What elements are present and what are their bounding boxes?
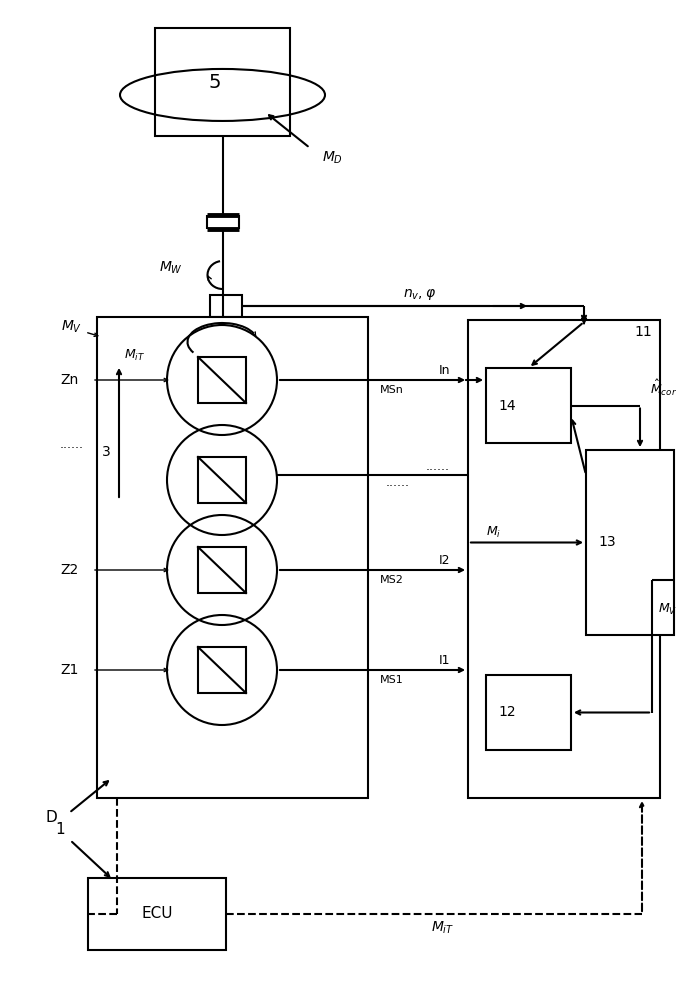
- Text: MSn: MSn: [380, 385, 404, 395]
- Text: 12: 12: [498, 706, 516, 720]
- Bar: [155, 28, 290, 136]
- Bar: [198, 457, 246, 503]
- Text: ......: ......: [60, 438, 84, 452]
- Text: $\hat{M}_{cor}$: $\hat{M}_{cor}$: [650, 377, 677, 398]
- Text: ECU: ECU: [141, 906, 173, 922]
- Text: I2: I2: [438, 554, 450, 568]
- Bar: [198, 547, 246, 593]
- Text: D: D: [45, 810, 57, 826]
- Text: Z2: Z2: [61, 563, 79, 577]
- Text: 5: 5: [208, 73, 221, 92]
- Text: 1: 1: [55, 822, 65, 838]
- Text: 13: 13: [598, 536, 616, 550]
- Text: $M_i$: $M_i$: [486, 525, 501, 540]
- Text: $M_V$: $M_V$: [658, 602, 677, 617]
- Bar: [586, 450, 674, 635]
- Bar: [97, 317, 368, 798]
- Text: $M_{iT}$: $M_{iT}$: [432, 920, 454, 936]
- Text: Zn: Zn: [61, 373, 79, 387]
- Text: $M_W$: $M_W$: [159, 260, 182, 276]
- Bar: [210, 295, 242, 317]
- Text: $M_{iT}$: $M_{iT}$: [124, 347, 145, 363]
- Text: I1: I1: [438, 654, 450, 668]
- Text: ......: ......: [426, 460, 450, 474]
- Text: 3: 3: [102, 445, 111, 459]
- Text: MS2: MS2: [380, 575, 404, 585]
- Text: 14: 14: [498, 398, 516, 412]
- Text: ......: ......: [386, 477, 410, 489]
- Text: MS1: MS1: [380, 675, 404, 685]
- Text: $n_v, \varphi$: $n_v, \varphi$: [404, 286, 436, 302]
- Text: In: In: [438, 364, 450, 377]
- Bar: [486, 368, 571, 443]
- Bar: [468, 320, 660, 798]
- Bar: [486, 675, 571, 750]
- Bar: [88, 878, 226, 950]
- Bar: [198, 357, 246, 403]
- Bar: [198, 647, 246, 693]
- Text: $M_D$: $M_D$: [322, 150, 343, 166]
- Text: Z1: Z1: [61, 663, 79, 677]
- Text: 11: 11: [634, 325, 652, 339]
- Text: $M_V$: $M_V$: [61, 319, 82, 335]
